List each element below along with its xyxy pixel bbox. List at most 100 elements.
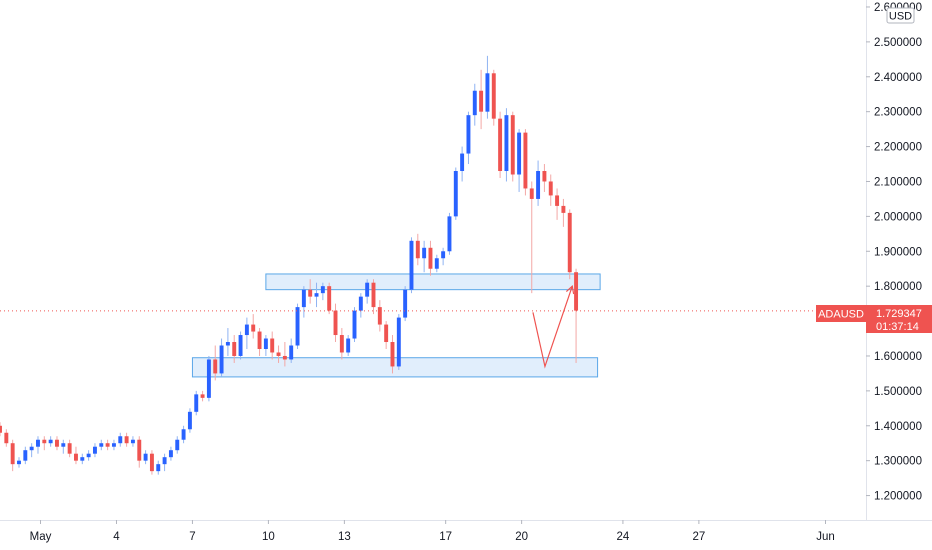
candle-body bbox=[491, 73, 496, 119]
candle bbox=[504, 108, 509, 182]
candle-body bbox=[99, 443, 104, 447]
candle-body bbox=[23, 450, 28, 461]
y-tick-label: 1.500000 bbox=[874, 386, 922, 398]
candle bbox=[137, 436, 142, 468]
candle-body bbox=[441, 251, 446, 259]
candle-body bbox=[574, 272, 579, 311]
candle bbox=[542, 164, 547, 192]
candle-body bbox=[403, 289, 408, 318]
candle-body bbox=[428, 247, 433, 269]
candle-body bbox=[225, 342, 230, 346]
candle bbox=[415, 233, 420, 266]
candle-body bbox=[301, 289, 306, 308]
candle-body bbox=[460, 153, 465, 172]
candle-body bbox=[346, 338, 351, 353]
zones-layer bbox=[191, 273, 601, 378]
candle-body bbox=[118, 436, 123, 444]
candle-body bbox=[384, 324, 389, 343]
candle-body bbox=[80, 457, 85, 461]
candle bbox=[238, 331, 243, 360]
projection-path[interactable] bbox=[532, 285, 573, 369]
price-axis[interactable]: 1.200000 1.300000 1.400000 1.500000 1.600000… bbox=[866, 2, 922, 503]
candle-body bbox=[276, 352, 281, 356]
candle bbox=[42, 436, 47, 451]
candle bbox=[36, 436, 40, 454]
candle-body bbox=[358, 296, 363, 311]
candle-body bbox=[529, 188, 534, 199]
candle bbox=[0, 422, 2, 437]
symbol-tag bbox=[816, 305, 866, 322]
candle bbox=[149, 450, 154, 475]
candle bbox=[447, 212, 452, 255]
currency-label: USD bbox=[889, 11, 912, 23]
candle bbox=[130, 436, 135, 447]
candle bbox=[472, 83, 477, 126]
candle-body bbox=[29, 446, 34, 451]
resistance-zone[interactable] bbox=[265, 273, 601, 291]
candle-body bbox=[479, 90, 484, 112]
candle bbox=[257, 328, 262, 356]
candle bbox=[200, 390, 205, 402]
price-tag bbox=[866, 305, 932, 333]
support-zone[interactable] bbox=[191, 357, 599, 378]
candle-body bbox=[194, 394, 199, 412]
candle-body bbox=[74, 453, 78, 461]
x-tick-label: Jun bbox=[816, 531, 835, 543]
candle bbox=[244, 317, 249, 349]
candle-body bbox=[485, 73, 490, 112]
candle-body bbox=[396, 317, 401, 367]
candle-body bbox=[409, 240, 414, 290]
candle-body bbox=[567, 212, 572, 273]
candle-body bbox=[263, 338, 268, 349]
price-tag-value: 1.729347 bbox=[876, 308, 922, 320]
x-tick-label: 27 bbox=[692, 531, 705, 543]
candle-body bbox=[92, 446, 97, 454]
x-tick-label: 4 bbox=[113, 531, 120, 543]
candle bbox=[86, 450, 91, 461]
candle-body bbox=[289, 345, 294, 360]
candle-body bbox=[434, 258, 439, 269]
candle bbox=[251, 314, 256, 339]
candle bbox=[263, 335, 268, 356]
candle-body bbox=[187, 411, 192, 430]
candle-body bbox=[181, 429, 186, 440]
candle bbox=[67, 439, 72, 458]
candle bbox=[156, 460, 161, 475]
candle-body bbox=[314, 293, 319, 297]
candle bbox=[390, 335, 395, 374]
candle bbox=[460, 146, 465, 182]
candle bbox=[529, 181, 534, 294]
candle bbox=[23, 446, 28, 465]
candle-body bbox=[36, 439, 40, 447]
candle bbox=[422, 240, 427, 273]
candle-body bbox=[542, 171, 547, 182]
candle bbox=[308, 279, 313, 304]
candle bbox=[10, 439, 15, 472]
candle bbox=[118, 432, 123, 447]
candle bbox=[555, 188, 560, 220]
y-tick-label: 1.800000 bbox=[874, 281, 922, 293]
candle-body bbox=[251, 324, 256, 332]
candle-body bbox=[555, 195, 560, 206]
candle-body bbox=[510, 115, 515, 175]
candle bbox=[282, 342, 287, 367]
candle-body bbox=[10, 443, 15, 465]
candle bbox=[466, 111, 471, 165]
candle-body bbox=[536, 171, 541, 199]
candle bbox=[377, 300, 382, 332]
candle bbox=[510, 111, 515, 182]
y-tick-label: 1.600000 bbox=[874, 351, 922, 363]
candle bbox=[396, 314, 401, 370]
candle-body bbox=[200, 394, 205, 398]
candle bbox=[225, 328, 230, 356]
candle-body bbox=[466, 115, 471, 154]
candle-body bbox=[105, 443, 110, 447]
candle bbox=[409, 237, 414, 294]
candle bbox=[384, 321, 389, 349]
time-axis[interactable]: May 4 7 10 13 17 20 24 27 Jun bbox=[30, 520, 835, 543]
candle bbox=[213, 345, 218, 381]
candle bbox=[352, 307, 357, 343]
candle bbox=[289, 338, 294, 363]
currency-badge[interactable]: USD bbox=[886, 7, 915, 24]
